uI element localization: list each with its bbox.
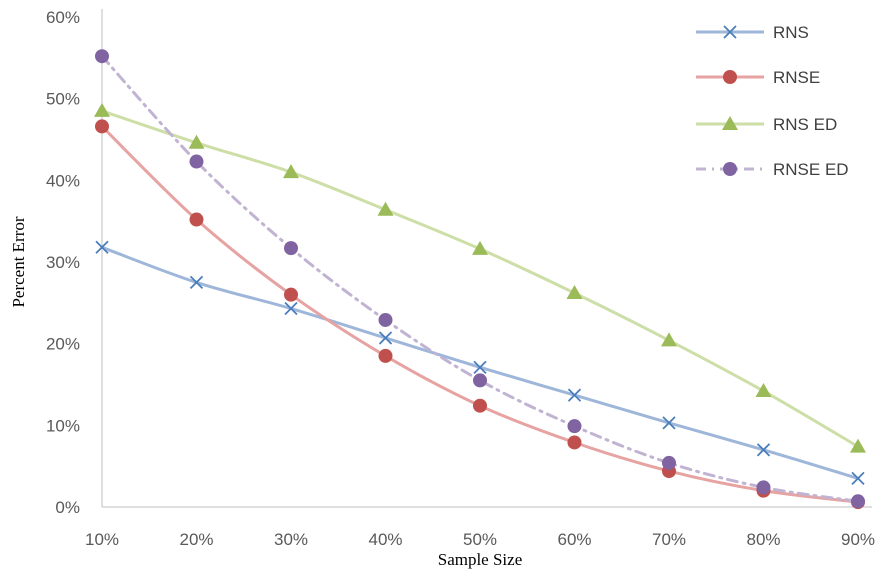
data-point — [378, 331, 393, 345]
data-point — [378, 312, 393, 327]
legend-marker — [723, 70, 737, 84]
data-point — [189, 154, 204, 169]
x-tick-label: 60% — [557, 530, 591, 549]
x-marker-stroke — [723, 25, 737, 39]
legend-label: RNS ED — [773, 115, 837, 134]
legend-item: RNS ED — [696, 115, 837, 134]
y-tick-label: 30% — [46, 253, 80, 272]
data-point — [473, 373, 487, 388]
data-point — [377, 201, 394, 216]
x-marker-stroke — [95, 240, 109, 254]
data-point — [567, 388, 582, 402]
x-marker-stroke — [851, 471, 865, 486]
data-point — [756, 480, 771, 495]
x-tick-label: 70% — [652, 530, 686, 549]
y-tick-label: 10% — [46, 416, 80, 435]
y-tick-label: 0% — [55, 498, 80, 517]
data-point — [850, 438, 866, 453]
data-point — [189, 212, 204, 227]
series-line — [100, 245, 860, 480]
series-line — [100, 124, 860, 504]
legend-label: RNS — [773, 23, 809, 42]
y-tick-label: 50% — [46, 90, 80, 109]
legend-marker — [723, 25, 737, 39]
data-point — [284, 287, 298, 302]
data-point — [284, 241, 298, 256]
series-layer — [94, 49, 866, 510]
legend: RNS RNSE RNS ED RNSE ED — [696, 23, 849, 179]
data-point — [567, 419, 582, 434]
legend-marker — [723, 162, 737, 176]
x-axis-title: Sample Size — [438, 550, 523, 569]
x-marker-stroke — [189, 275, 204, 290]
data-point — [473, 398, 487, 413]
x-tick-label: 50% — [463, 530, 497, 549]
series-line — [100, 109, 860, 449]
x-marker-stroke — [567, 388, 582, 402]
data-point — [188, 134, 205, 149]
x-tick-label: 80% — [746, 530, 780, 549]
y-tick-label: 60% — [46, 8, 80, 27]
series-rnse — [95, 119, 865, 510]
axes: 0% 10% 20% 30% 40% 50% 60% 10% 20% 30% 40% 50% 60% 70… — [46, 8, 875, 549]
data-point — [95, 240, 109, 254]
x-marker-stroke — [284, 301, 298, 316]
data-point — [756, 443, 771, 457]
series-line — [100, 54, 860, 503]
data-point — [851, 471, 865, 486]
x-tick-label: 90% — [841, 530, 875, 549]
data-point — [95, 49, 109, 64]
x-marker-stroke — [473, 360, 487, 374]
data-point — [662, 416, 676, 430]
data-point — [378, 348, 393, 363]
x-marker-stroke — [662, 416, 676, 430]
data-point — [95, 119, 109, 134]
x-tick-label: 40% — [368, 530, 402, 549]
data-point — [472, 240, 488, 255]
y-axis-title: Percent Error — [9, 216, 28, 307]
data-point — [662, 455, 676, 470]
x-tick-label: 20% — [179, 530, 213, 549]
data-point — [284, 301, 298, 316]
data-point — [755, 383, 772, 398]
data-point — [189, 275, 204, 290]
x-marker-stroke — [378, 331, 393, 345]
data-point — [851, 494, 865, 509]
x-marker-stroke — [756, 443, 771, 457]
data-point — [566, 285, 583, 300]
legend-marker — [722, 116, 738, 130]
legend-label: RNSE — [773, 68, 820, 87]
legend-item: RNS — [696, 23, 809, 42]
x-tick-label: 10% — [85, 530, 119, 549]
y-tick-label: 20% — [46, 335, 80, 354]
legend-item: RNSE — [696, 68, 820, 87]
x-tick-label: 30% — [274, 530, 308, 549]
y-tick-label: 40% — [46, 171, 80, 190]
series-rns-ed — [94, 102, 866, 453]
legend-item: RNSE ED — [696, 160, 849, 179]
series-rns — [95, 240, 865, 486]
legend-label: RNSE ED — [773, 160, 849, 179]
data-point — [567, 435, 582, 450]
data-point — [283, 164, 299, 179]
data-point — [473, 360, 487, 374]
series-rnse-ed — [95, 49, 865, 509]
data-point — [661, 332, 677, 347]
data-point — [94, 102, 110, 117]
